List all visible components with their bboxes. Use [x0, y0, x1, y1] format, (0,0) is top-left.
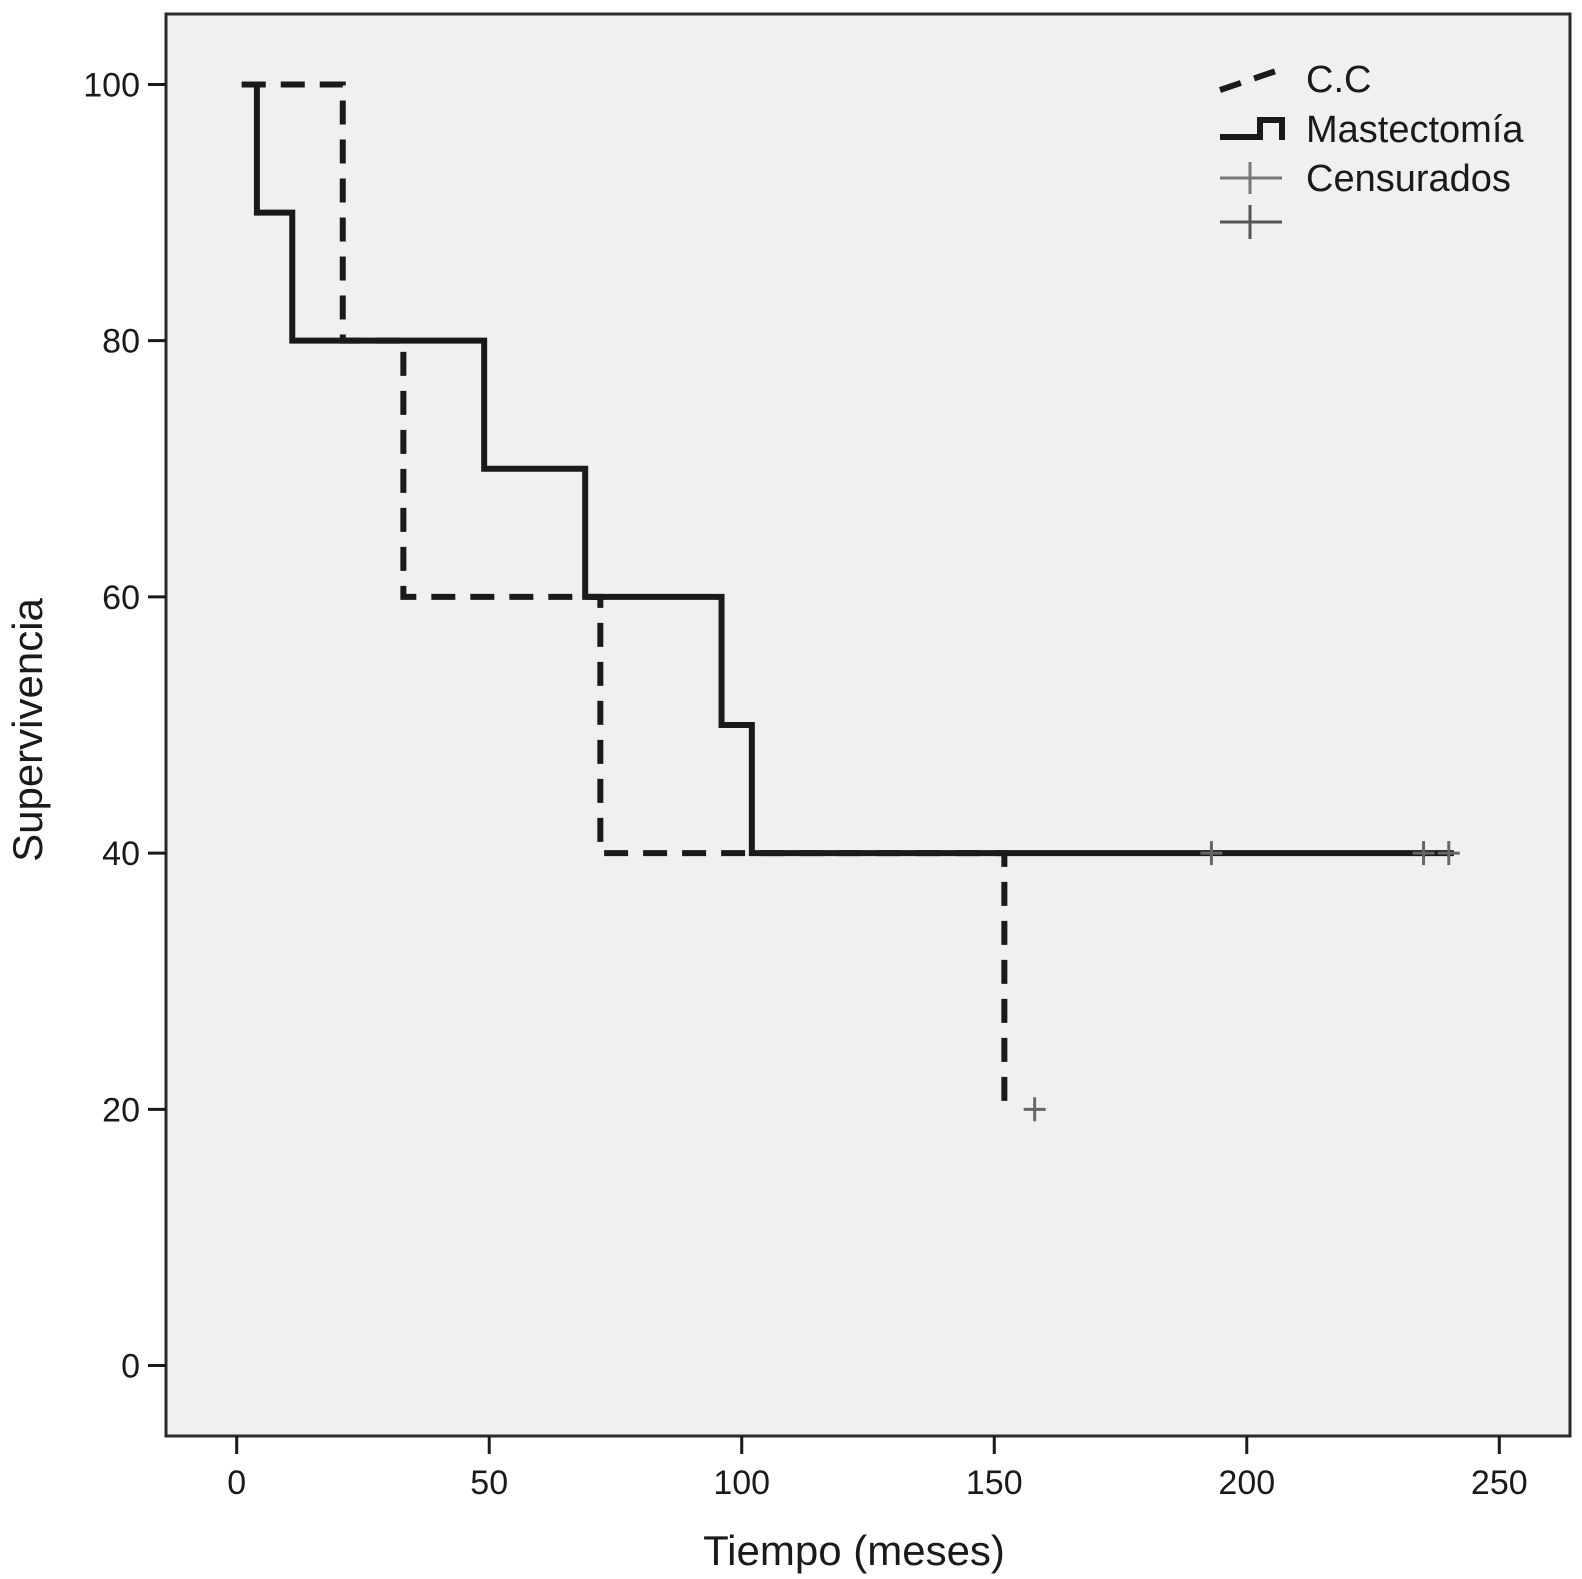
y-axis-label: Supervivencia	[4, 597, 51, 861]
censor-mark	[1200, 841, 1223, 866]
legend: C.C Mastectomía Censurados	[1219, 59, 1524, 239]
legend-swatch-mastectomia	[1220, 117, 1285, 140]
censor-mark	[1412, 841, 1435, 866]
x-tick-label: 0	[227, 1464, 246, 1502]
censor-layer	[1023, 841, 1460, 1122]
censor-mark	[1437, 841, 1460, 866]
legend-label-mastectomia: Mastectomía	[1306, 109, 1524, 151]
x-axis-label: Tiempo (meses)	[703, 1527, 1005, 1574]
x-tick-label: 50	[470, 1464, 508, 1502]
legend-swatch-cc	[1219, 66, 1283, 93]
legend-label-cc: C.C	[1306, 59, 1371, 101]
series-line-1	[241, 81, 1454, 857]
censor-mark	[1023, 1097, 1046, 1122]
x-tick-label: 250	[1471, 1464, 1528, 1502]
y-tick-label: 20	[102, 1091, 140, 1129]
legend-swatch-censurados	[1220, 162, 1282, 194]
y-tick-label: 0	[121, 1348, 140, 1386]
legend-swatch-censurados-2	[1220, 205, 1282, 239]
y-tick-label: 40	[102, 835, 140, 873]
series-layer	[241, 81, 1454, 1113]
y-axis-ticks: 0 20 40 60 80 100	[83, 66, 166, 1386]
x-tick-label: 150	[966, 1464, 1023, 1502]
x-axis-ticks: 0 50 100 150 200 250	[227, 1436, 1528, 1502]
series-line-0	[241, 81, 1010, 1113]
legend-label-censurados: Censurados	[1306, 158, 1511, 200]
y-tick-label: 100	[83, 66, 140, 104]
y-tick-label: 60	[102, 579, 140, 617]
x-tick-label: 100	[713, 1464, 770, 1502]
x-tick-label: 200	[1218, 1464, 1275, 1502]
plot-background	[164, 12, 1572, 1438]
y-tick-label: 80	[102, 323, 140, 361]
